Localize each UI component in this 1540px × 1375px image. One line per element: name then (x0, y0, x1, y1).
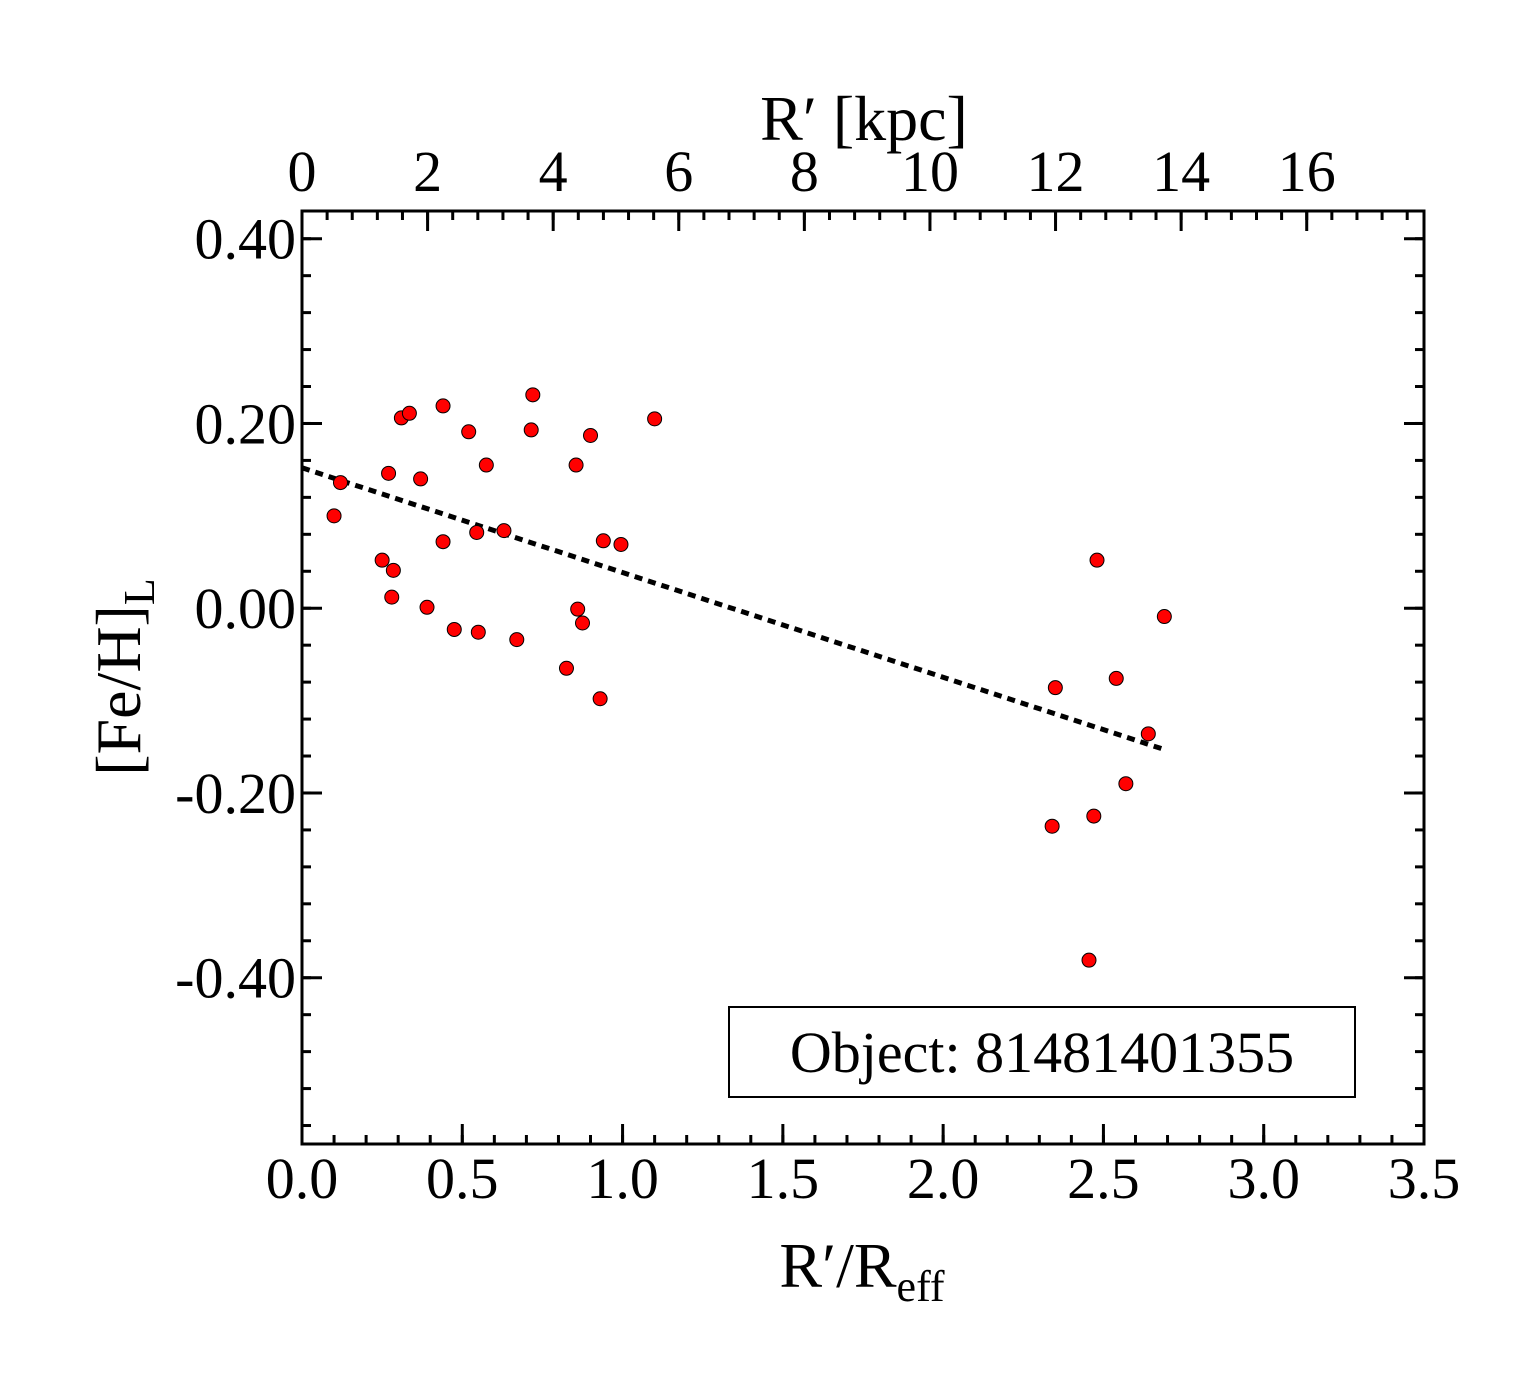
y-tick-label: 0.00 (195, 576, 297, 641)
data-point (558, 660, 574, 676)
data-point (332, 475, 348, 491)
data-point (469, 524, 485, 540)
data-point (1047, 680, 1063, 696)
data-point (1140, 726, 1156, 742)
top-x-tick-label: 16 (1278, 139, 1336, 204)
x-tick-label: 0.0 (266, 1146, 339, 1211)
y-tick-label: -0.40 (175, 946, 296, 1011)
annotation-frame (728, 1006, 1356, 1098)
x-tick-label: 0.5 (426, 1146, 499, 1211)
top-x-tick-labels: 0 2 4 6 8 10 12 14 16 (288, 139, 1336, 204)
y-tick-label: 0.40 (195, 207, 297, 272)
data-points (326, 387, 1172, 968)
x-tick-labels: 0.0 0.5 1.0 1.5 2.0 2.5 3.0 3.5 (266, 1146, 1461, 1211)
data-point (1108, 670, 1124, 686)
data-point (1118, 776, 1134, 792)
annotation-text: Object: 81481401355 (790, 1020, 1294, 1085)
trend-line-group (301, 465, 1166, 752)
plot-frame (300, 209, 1426, 1146)
top-x-tick-label: 10 (901, 139, 959, 204)
data-point (419, 599, 435, 615)
data-point (446, 621, 462, 637)
data-point (570, 601, 586, 617)
data-point (381, 465, 397, 481)
x-tick-label: 1.0 (586, 1146, 659, 1211)
data-point (1089, 552, 1105, 568)
data-point (435, 398, 451, 414)
y-axis-label-main: [Fe/H] (83, 605, 154, 776)
top-x-tick-label: 0 (288, 139, 317, 204)
x-tick-label: 3.0 (1227, 1146, 1300, 1211)
top-x-tick-label: 14 (1152, 139, 1210, 204)
x-tick-label: 2.5 (1067, 1146, 1140, 1211)
data-point (496, 523, 512, 539)
y-tick-labels: 0.40 0.20 0.00 -0.20 -0.40 (175, 207, 296, 1011)
data-point (575, 615, 590, 631)
x-axis-label: R′/Reff (779, 1230, 945, 1311)
top-x-tick-label: 12 (1027, 139, 1085, 204)
data-point (1044, 818, 1060, 834)
data-point (326, 508, 342, 524)
x-tick-label: 1.5 (747, 1146, 820, 1211)
trend-line (301, 465, 1166, 752)
x-tick-label: 2.0 (907, 1146, 980, 1211)
data-point (384, 589, 400, 605)
top-x-tick-label: 6 (664, 139, 693, 204)
data-point (595, 533, 611, 549)
top-x-tick-label: 4 (539, 139, 568, 204)
data-point (613, 536, 629, 552)
data-point (1156, 609, 1172, 625)
data-point (470, 624, 486, 640)
data-point (1081, 952, 1097, 968)
data-point (509, 632, 525, 648)
data-point (401, 405, 417, 421)
data-point (461, 424, 477, 440)
data-point (374, 552, 390, 568)
y-axis-label: [Fe/H]L (83, 578, 164, 776)
y-axis-label-sub: L (115, 578, 164, 605)
top-x-tick-label: 2 (413, 139, 442, 204)
top-x-axis-label: R′ [kpc] (760, 83, 968, 154)
data-point (478, 457, 494, 473)
x-axis-label-sub: eff (897, 1262, 945, 1311)
data-point (525, 387, 541, 403)
annotation-box: Object: 81481401355 (728, 1006, 1356, 1098)
y-tick-label: 0.20 (195, 391, 297, 456)
minor-ticks (300, 211, 1426, 1144)
x-axis-label-main: R′/R (779, 1230, 896, 1301)
data-point (385, 562, 401, 578)
data-point (592, 691, 608, 707)
data-point (523, 422, 539, 438)
data-point (413, 471, 429, 487)
data-point (647, 411, 663, 427)
data-point (583, 427, 599, 443)
major-ticks (300, 211, 1426, 1144)
top-x-tick-label: 8 (790, 139, 819, 204)
data-point (568, 457, 584, 473)
y-tick-label: -0.20 (175, 761, 296, 826)
x-tick-label: 3.5 (1388, 1146, 1461, 1211)
data-point (1086, 808, 1102, 824)
data-point (435, 534, 451, 550)
